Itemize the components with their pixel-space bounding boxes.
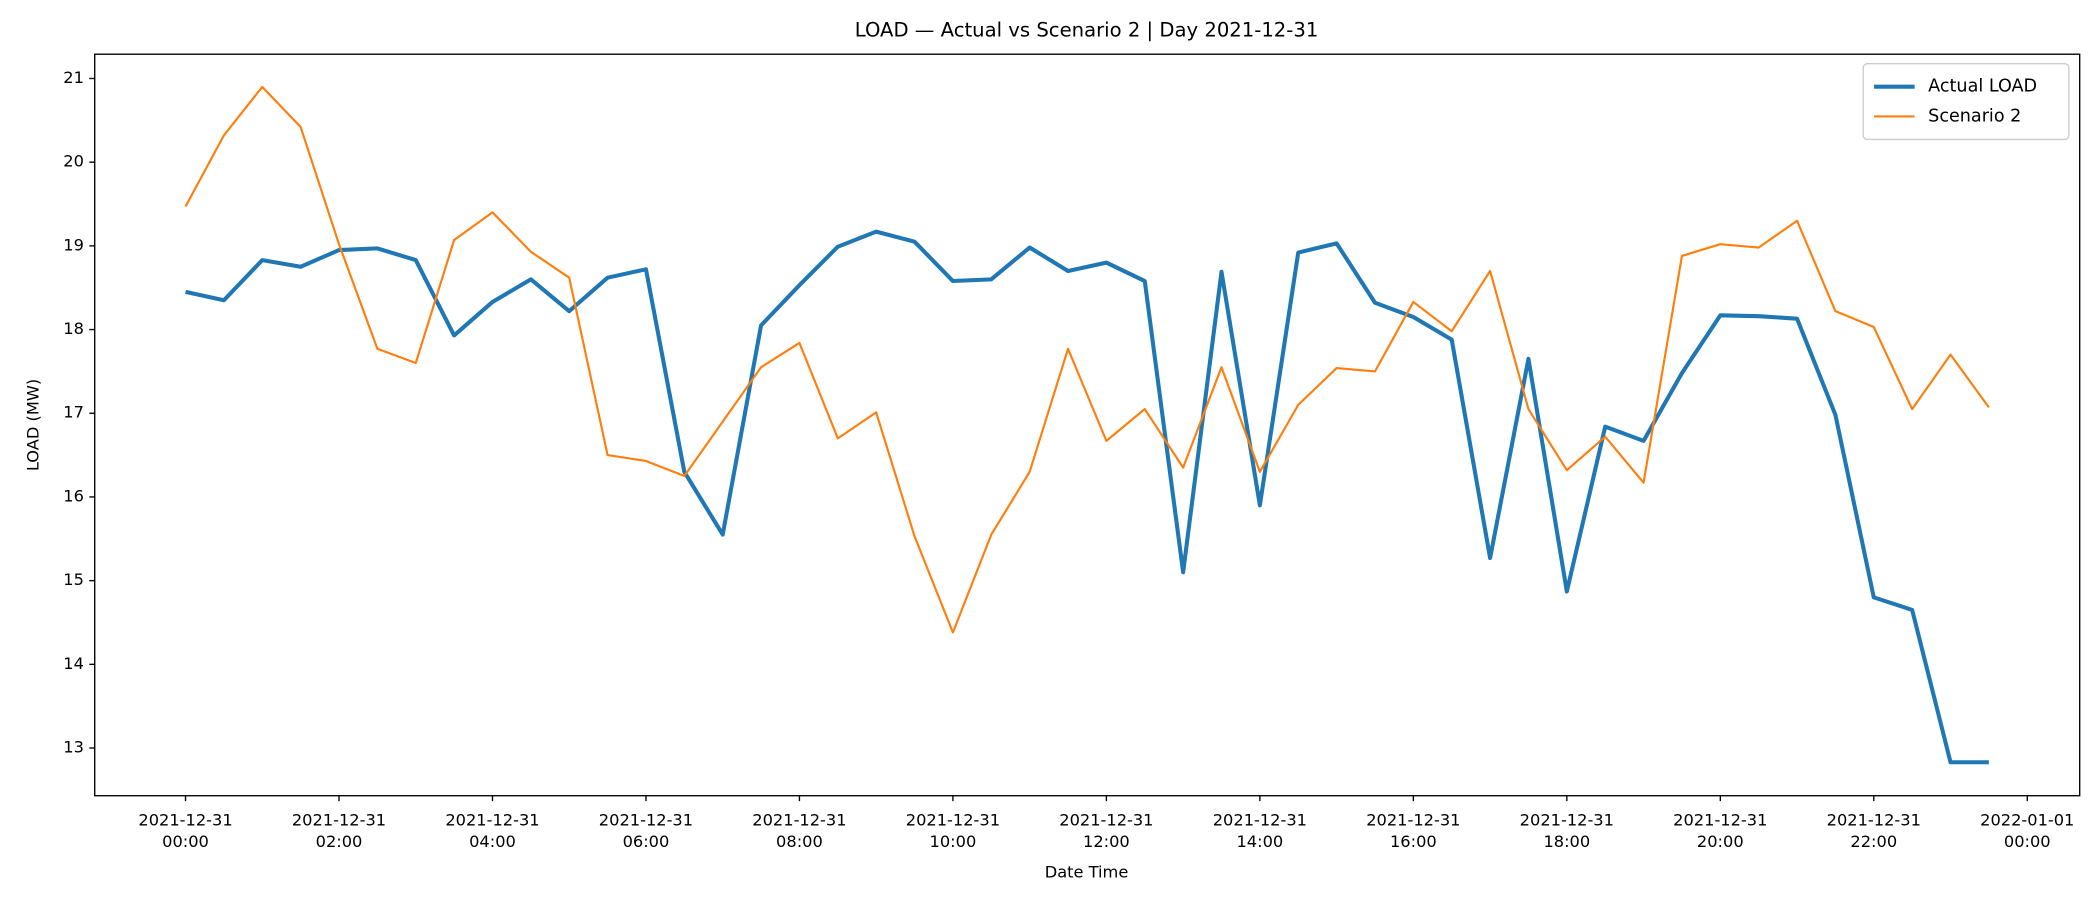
legend: Actual LOAD Scenario 2 bbox=[1862, 63, 2070, 141]
y-tick-label: 21 bbox=[63, 68, 84, 87]
x-tick-label: 2021-12-31 16:00 bbox=[1366, 810, 1460, 851]
x-tick-label: 2021-12-31 14:00 bbox=[1213, 810, 1307, 851]
y-tick-label: 17 bbox=[63, 403, 84, 422]
x-axis-label: Date Time bbox=[1045, 862, 1129, 881]
y-tick-label: 15 bbox=[63, 570, 84, 589]
x-tick-label: 2022-01-01 00:00 bbox=[1980, 810, 2074, 851]
x-tick-label: 2021-12-31 10:00 bbox=[906, 810, 1000, 851]
y-tick-label: 20 bbox=[63, 152, 84, 171]
x-tick-label: 2021-12-31 18:00 bbox=[1520, 810, 1614, 851]
y-axis-label: LOAD (MW) bbox=[23, 379, 42, 471]
y-tick-label: 16 bbox=[63, 486, 84, 505]
x-tick-label: 2021-12-31 04:00 bbox=[445, 810, 539, 851]
y-tick-label: 13 bbox=[63, 738, 84, 757]
x-tick-label: 2021-12-31 20:00 bbox=[1673, 810, 1767, 851]
legend-box bbox=[1862, 63, 2070, 141]
x-tick-label: 2021-12-31 00:00 bbox=[138, 810, 232, 851]
x-tick-label: 2021-12-31 12:00 bbox=[1059, 810, 1153, 851]
x-tick-label: 2021-12-31 22:00 bbox=[1827, 810, 1921, 851]
x-tick-label: 2021-12-31 06:00 bbox=[599, 810, 693, 851]
legend-label: Scenario 2 bbox=[1928, 106, 2021, 126]
plot-frame bbox=[94, 53, 2081, 797]
line-series bbox=[185, 229, 1989, 765]
y-tick-label: 14 bbox=[63, 654, 84, 673]
legend-label: Actual LOAD bbox=[1928, 77, 2037, 97]
line-series bbox=[184, 85, 1990, 634]
chart-title: LOAD — Actual vs Scenario 2 | Day 2021-1… bbox=[855, 19, 1319, 42]
y-tick-label: 18 bbox=[63, 319, 84, 338]
x-tick-label: 2021-12-31 08:00 bbox=[752, 810, 846, 851]
x-tick-label: 2021-12-31 02:00 bbox=[292, 810, 386, 851]
y-tick-label: 19 bbox=[63, 235, 84, 254]
